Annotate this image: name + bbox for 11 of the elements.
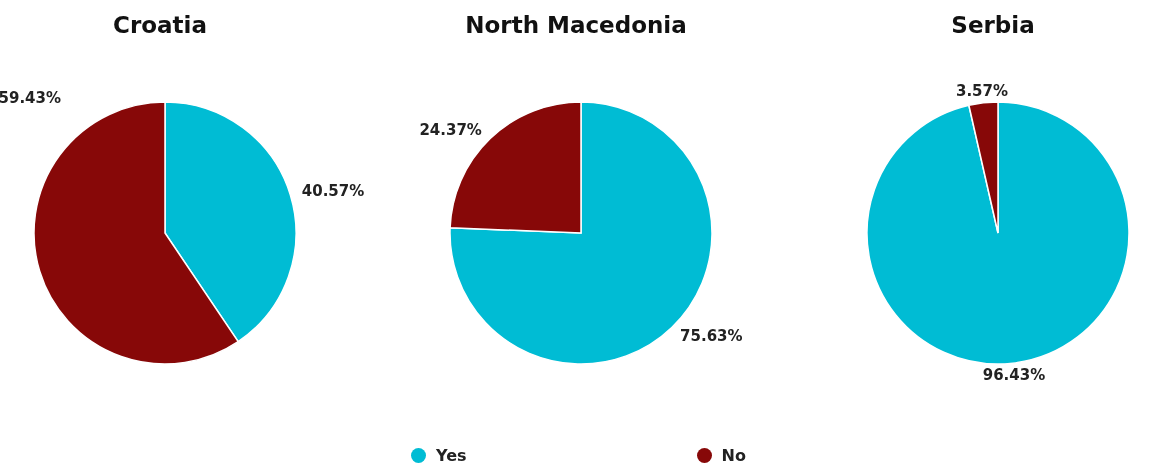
slice-label: North Macedonia	[464, 12, 688, 38]
data-label: 75.63%	[680, 327, 743, 346]
data-label: 96.43%	[982, 366, 1046, 385]
legend-label: Yes	[436, 446, 467, 465]
data-label: 3.57%	[955, 81, 1009, 100]
data-label: 59.43%	[0, 89, 61, 107]
data-label: 40.57%	[301, 182, 365, 201]
slice-label: Serbia	[950, 12, 1036, 38]
data-label: 24.37%	[419, 120, 482, 139]
slice-label: Croatia	[112, 12, 208, 38]
legend-label: No	[721, 446, 746, 465]
